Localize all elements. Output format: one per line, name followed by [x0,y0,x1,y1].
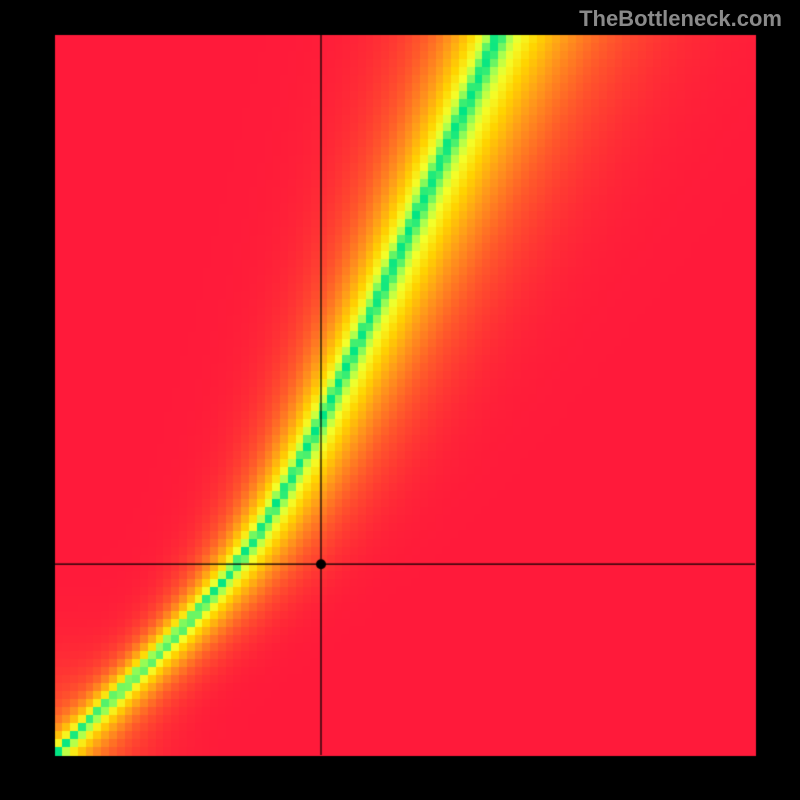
chart-root: TheBottleneck.com [0,0,800,800]
watermark-text: TheBottleneck.com [579,6,782,32]
bottleneck-heatmap [0,0,800,800]
